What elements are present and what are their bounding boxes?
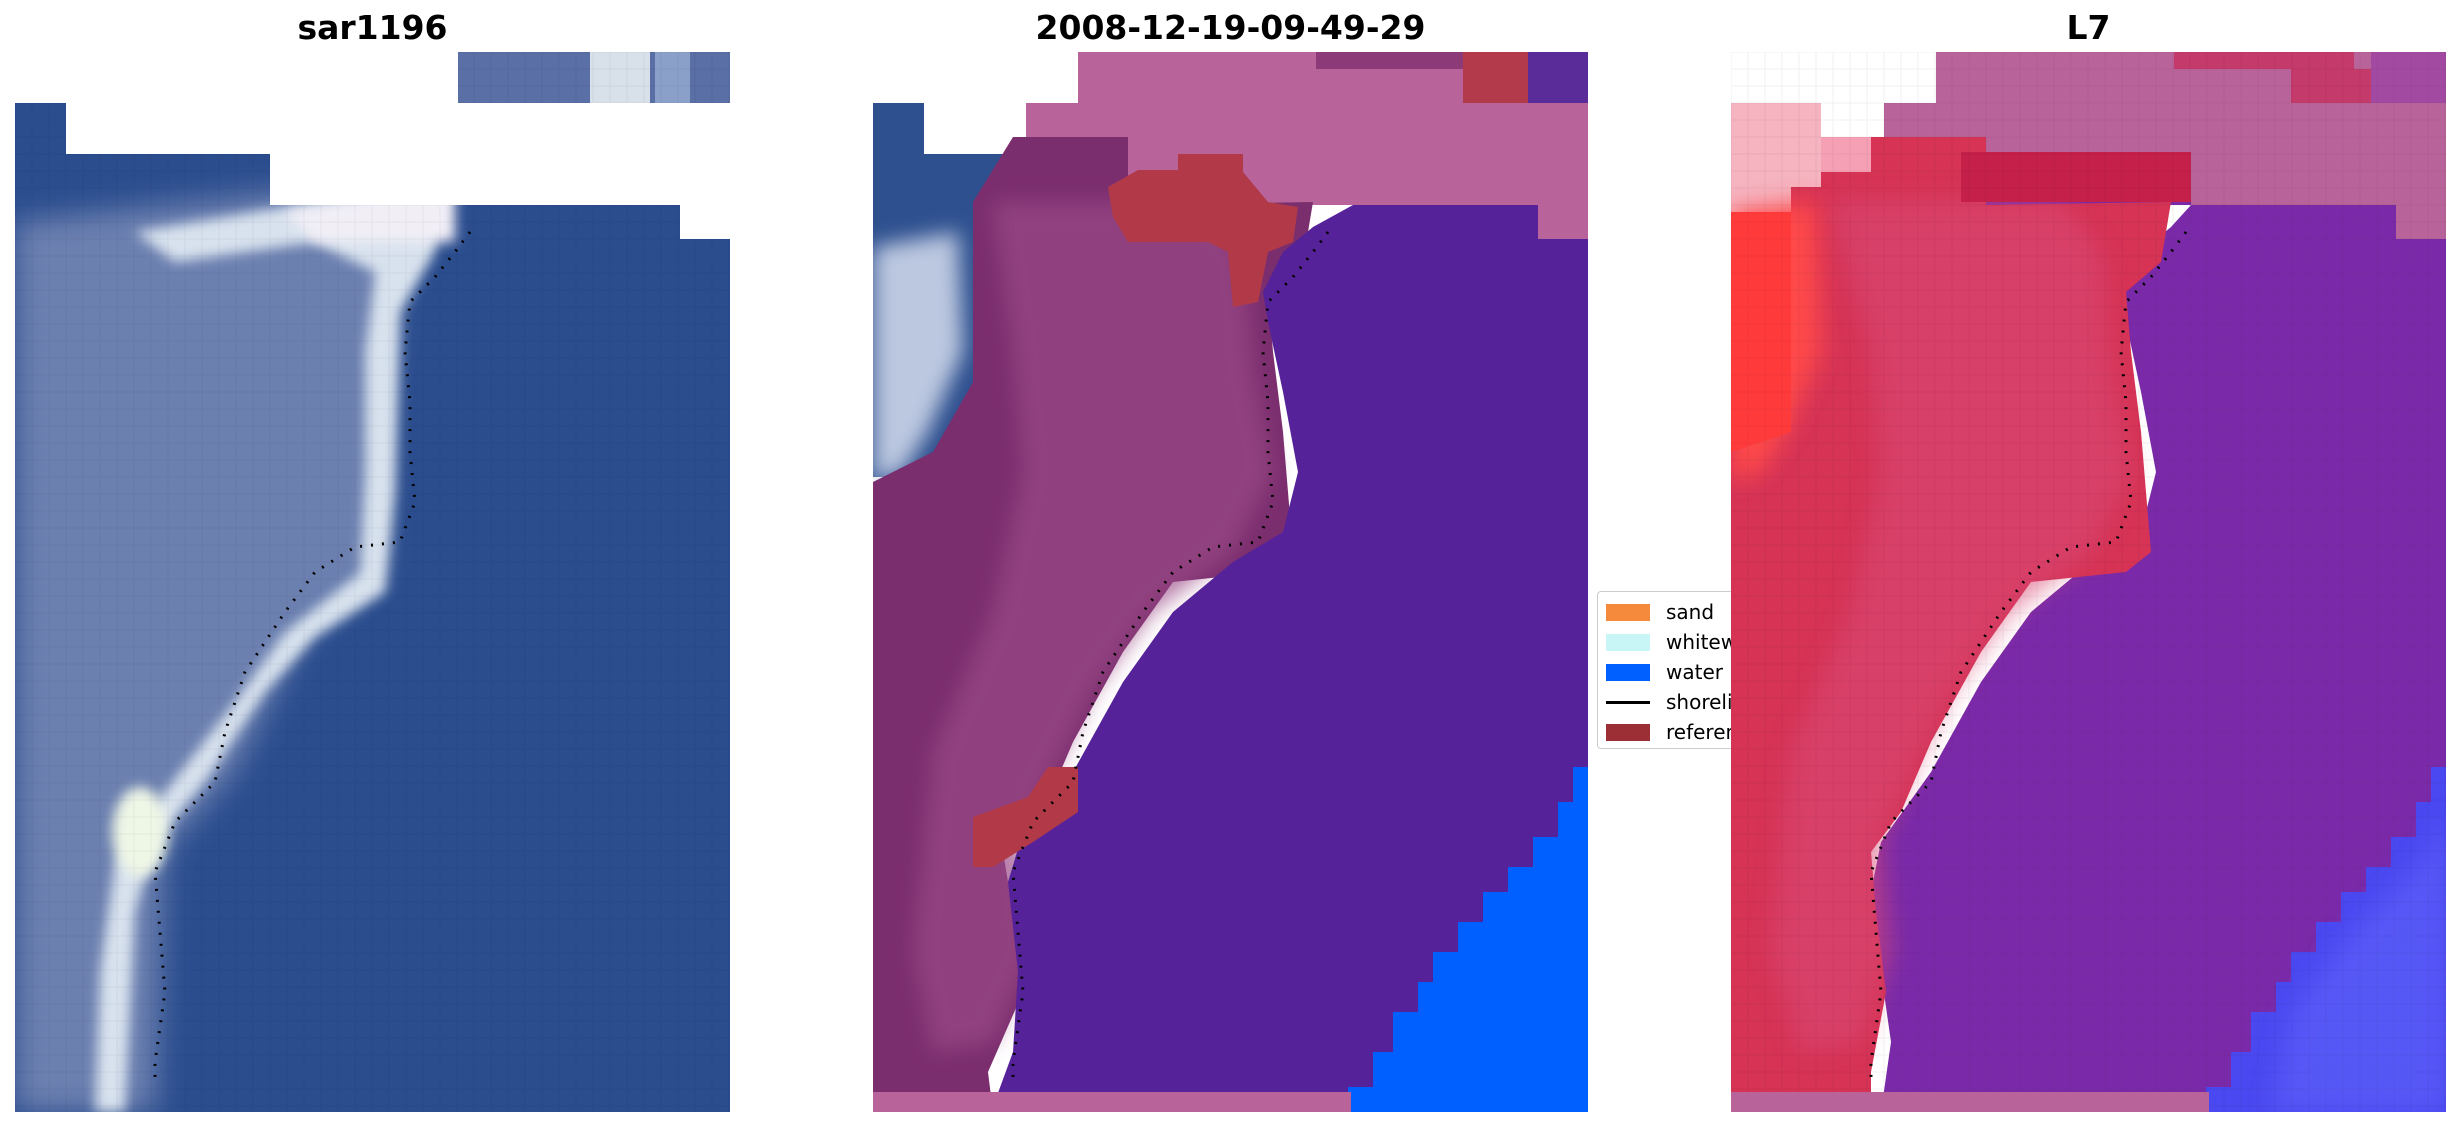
legend-item-whitewater: whitewater [1606, 627, 1738, 657]
whitewater-swatch [1606, 633, 1650, 651]
shoreline-dotted [1869, 231, 2188, 1082]
shoreline-dotted [1011, 231, 1330, 1082]
shoreline-line-swatch [1606, 700, 1650, 704]
shoreline-dotted [153, 231, 472, 1082]
reference-swatch [1606, 723, 1650, 741]
legend-label: whitewater [1666, 630, 1738, 654]
legend: sand whitewater water shoreline referenc… [1597, 591, 1739, 749]
panel-l7-container [1731, 52, 2446, 1112]
panel-title-date: 2008-12-19-09-49-29 [1035, 8, 1426, 47]
sand-swatch [1606, 603, 1650, 621]
l7-false-color-image [1731, 52, 2446, 1112]
legend-item-reference: reference [1606, 717, 1738, 747]
panel-title-l7: L7 [2066, 8, 2111, 47]
satellite-rgb-image [15, 52, 730, 1112]
legend-item-sand: sand [1606, 597, 1714, 627]
water-swatch [1606, 663, 1650, 681]
legend-label: water [1666, 660, 1723, 684]
legend-label: sand [1666, 600, 1715, 624]
image-content [15, 52, 730, 1112]
legend-item-shoreline: shoreline [1606, 687, 1738, 717]
legend-label: shoreline [1666, 690, 1738, 714]
legend-item-water: water [1606, 657, 1723, 687]
classification-overlay-image [873, 52, 1588, 1112]
panel-title-sar1196: sar1196 [297, 8, 448, 47]
legend-label: reference [1666, 720, 1738, 744]
